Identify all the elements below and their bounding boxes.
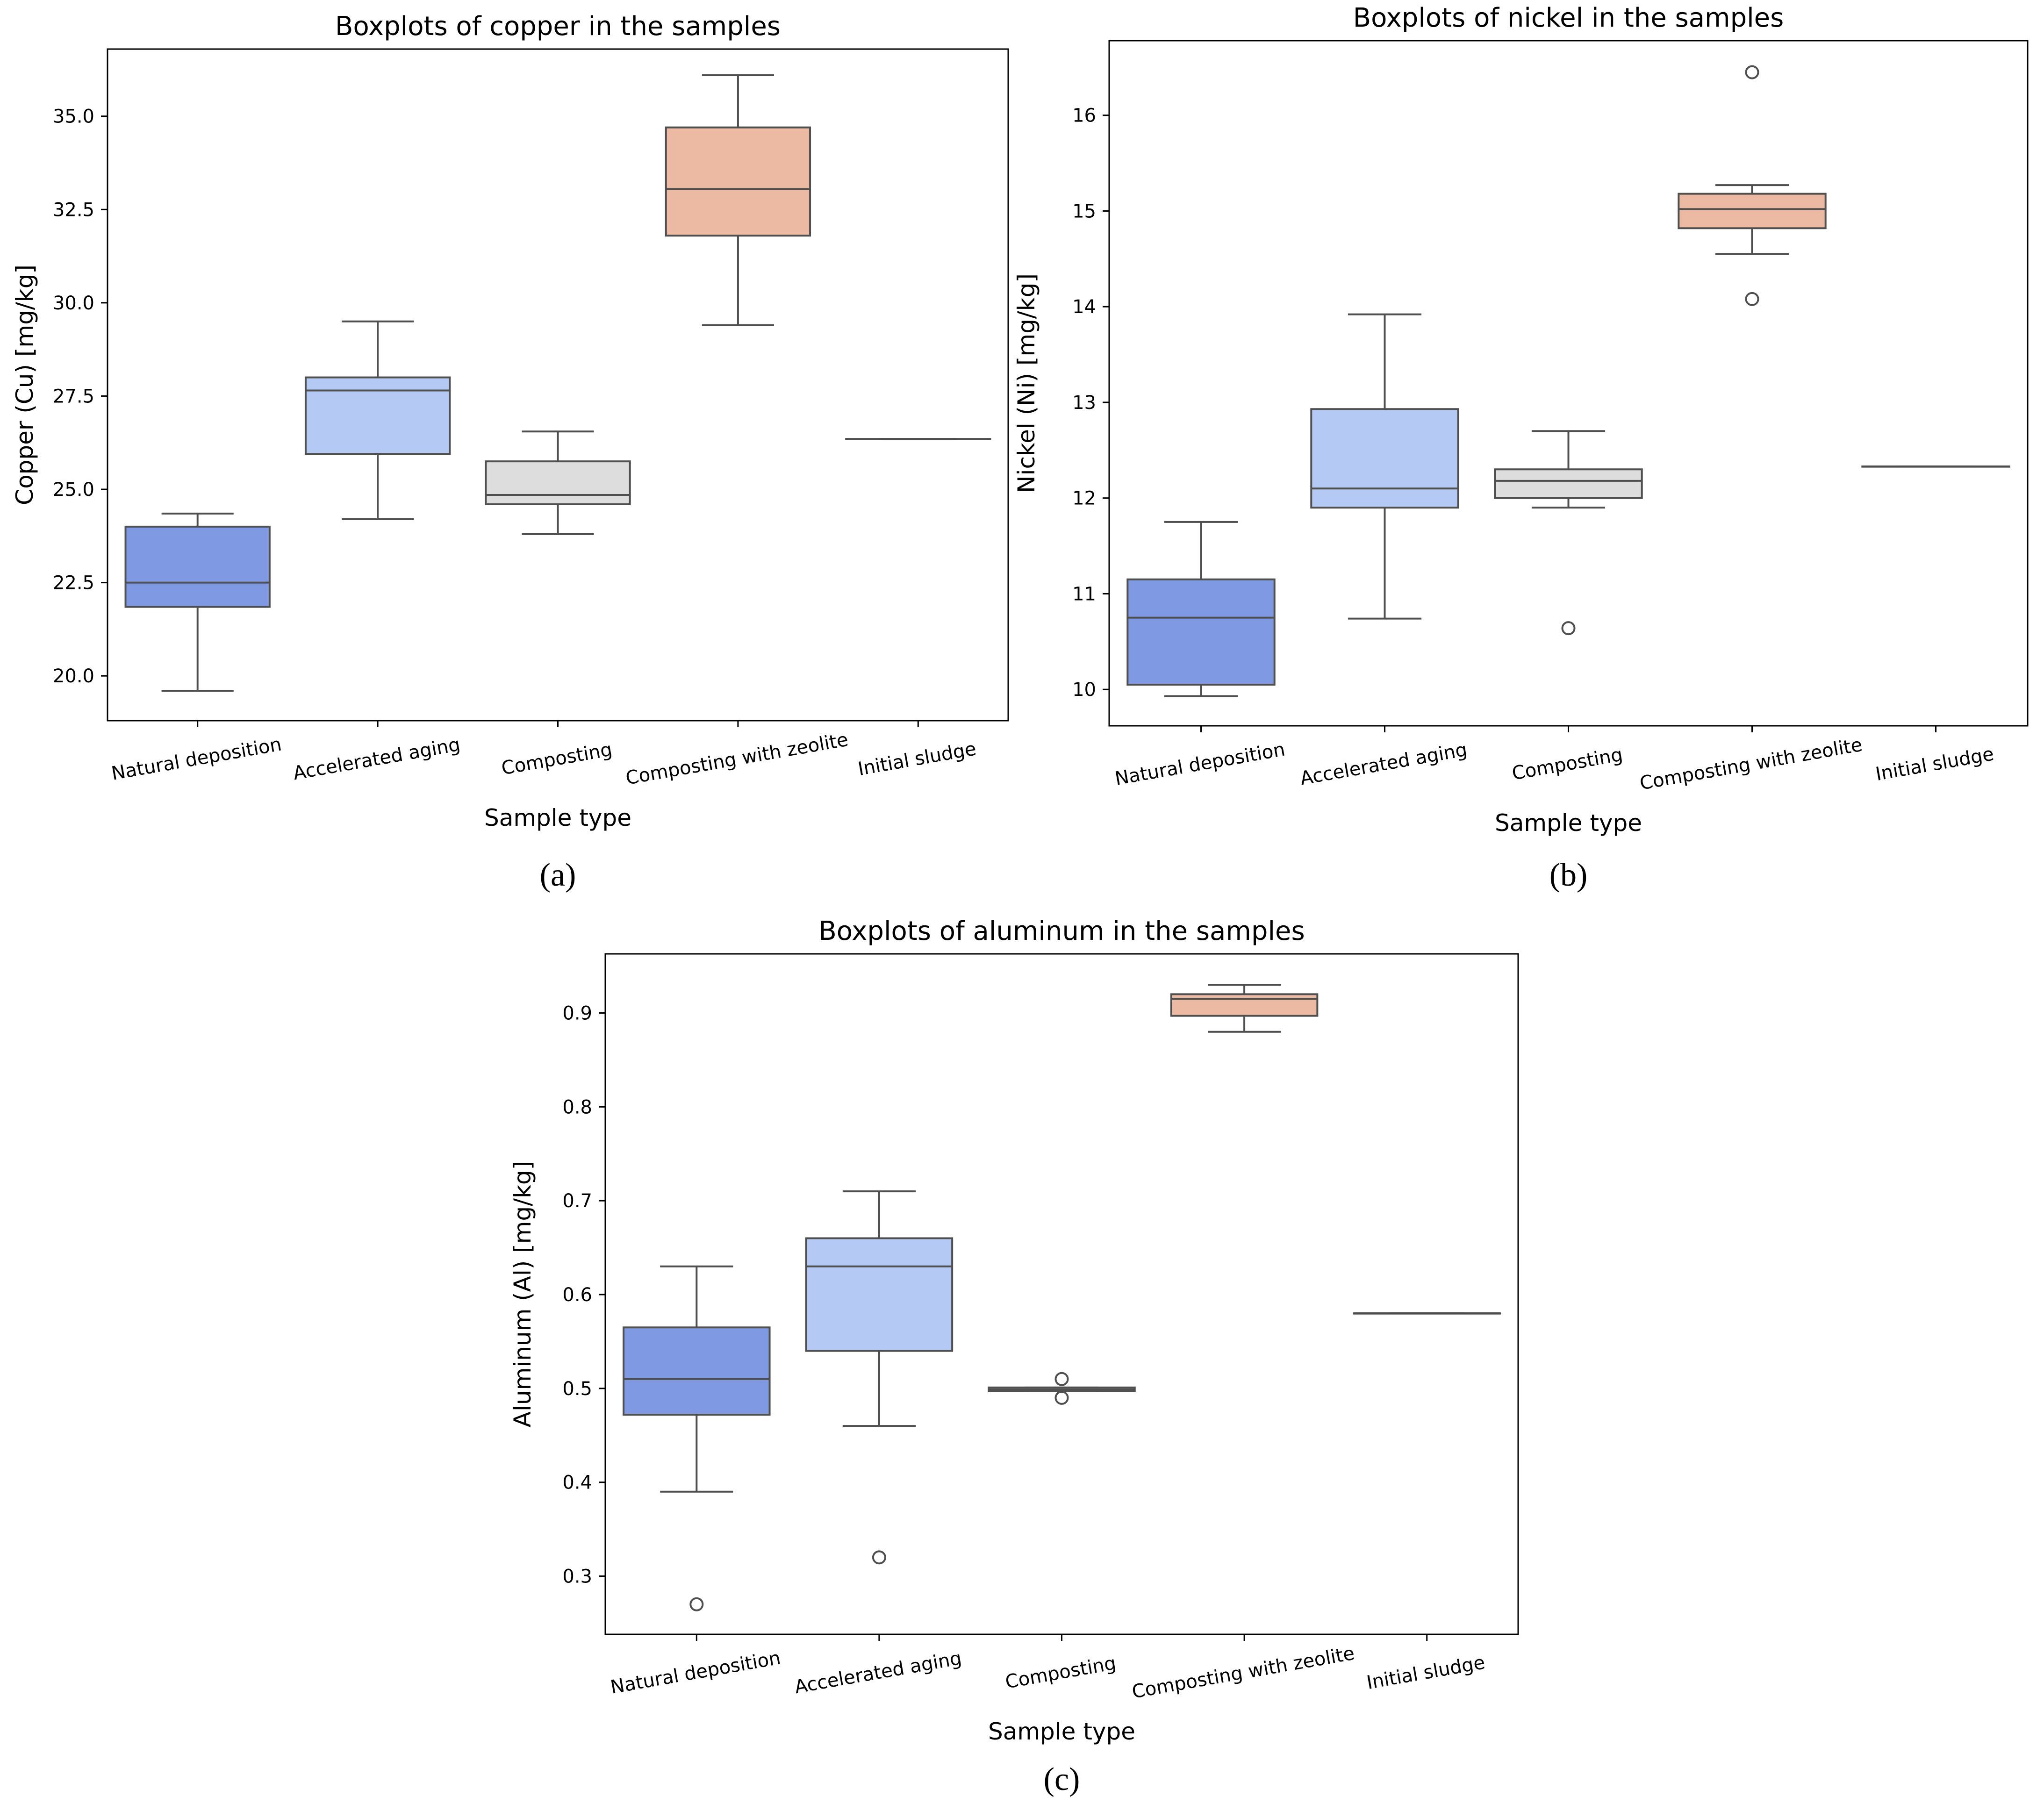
box-natural-deposition: [623, 1265, 771, 1611]
y-tick-label: 0.5: [562, 1378, 592, 1400]
box-accelerated-aging: [1310, 313, 1459, 620]
y-tick-label: 0.3: [562, 1566, 592, 1587]
outlier-point: [1561, 621, 1576, 636]
chart-title: Boxplots of aluminum in the samples: [818, 916, 1305, 946]
box-composting: [988, 1372, 1136, 1405]
y-tick-label: 0.4: [562, 1472, 592, 1494]
box-initial-sludge: [1861, 465, 2010, 468]
chart-title: Boxplots of nickel in the samples: [1353, 3, 1784, 33]
iqr-box: [124, 525, 271, 608]
box-initial-sludge: [1353, 1312, 1501, 1315]
box-composting: [485, 430, 631, 535]
panel-caption: (c): [1044, 1761, 1080, 1797]
iqr-box: [1126, 578, 1276, 686]
y-tick-label: 14: [1072, 296, 1096, 318]
iqr-box: [1310, 408, 1459, 509]
iqr-box: [485, 460, 631, 505]
y-axis-label: Aluminum (Al) [mg/kg]: [509, 1161, 536, 1427]
y-tick-label: 32.5: [53, 199, 94, 221]
iqr-box: [623, 1326, 771, 1416]
chart-title: Boxplots of copper in the samples: [335, 11, 781, 42]
box-composting-with-zeolite: [665, 74, 811, 326]
iqr-box: [1170, 993, 1319, 1017]
iqr-box: [1494, 468, 1643, 499]
y-tick-label: 15: [1072, 200, 1096, 222]
box-composting: [1494, 430, 1643, 636]
y-axis-label: Copper (Cu) [mg/kg]: [11, 265, 38, 505]
outlier-point: [1054, 1390, 1069, 1405]
y-tick-label: 0.9: [562, 1003, 592, 1024]
y-tick-label: 20.0: [53, 666, 94, 687]
outlier-point: [872, 1550, 886, 1565]
iqr-box: [805, 1237, 954, 1352]
aluminum-panel: Boxplots of aluminum in the samples 0.3 0.…: [509, 916, 1519, 1797]
panel-caption: (a): [540, 857, 576, 893]
y-axis-label: Nickel (Ni) [mg/kg]: [1013, 273, 1040, 493]
y-tick-label: 0.6: [562, 1284, 592, 1306]
y-tick-label: 25.0: [53, 479, 94, 501]
box-composting-with-zeolite: [1170, 984, 1319, 1033]
x-axis-label: Sample type: [1495, 809, 1642, 837]
outlier-point: [689, 1597, 704, 1611]
box-natural-deposition: [1126, 521, 1276, 697]
y-tick-label: 0.8: [562, 1096, 592, 1118]
y-tick-label: 0.7: [562, 1190, 592, 1212]
outlier-point: [1745, 65, 1759, 79]
box-composting-with-zeolite: [1678, 65, 1827, 306]
y-tick-label: 16: [1072, 105, 1096, 127]
y-tick-label: 13: [1072, 392, 1096, 414]
y-tick-label: 22.5: [53, 573, 94, 594]
y-tick-label: 35.0: [53, 106, 94, 128]
box-accelerated-aging: [304, 320, 451, 520]
iqr-box: [1678, 193, 1827, 229]
box-accelerated-aging: [805, 1190, 954, 1565]
y-tick-label: 12: [1072, 488, 1096, 509]
box-natural-deposition: [124, 512, 271, 692]
y-tick-label: 27.5: [53, 386, 94, 407]
y-tick-label: 11: [1072, 583, 1096, 605]
x-axis-label: Sample type: [484, 804, 631, 831]
iqr-box: [304, 376, 451, 455]
y-tick-label: 30.0: [53, 293, 94, 314]
panel-caption: (b): [1549, 857, 1588, 893]
outlier-point: [1054, 1372, 1069, 1386]
x-axis-label: Sample type: [988, 1718, 1135, 1745]
outlier-point: [1745, 292, 1759, 306]
y-tick-label: 10: [1072, 679, 1096, 701]
iqr-box: [665, 126, 811, 237]
